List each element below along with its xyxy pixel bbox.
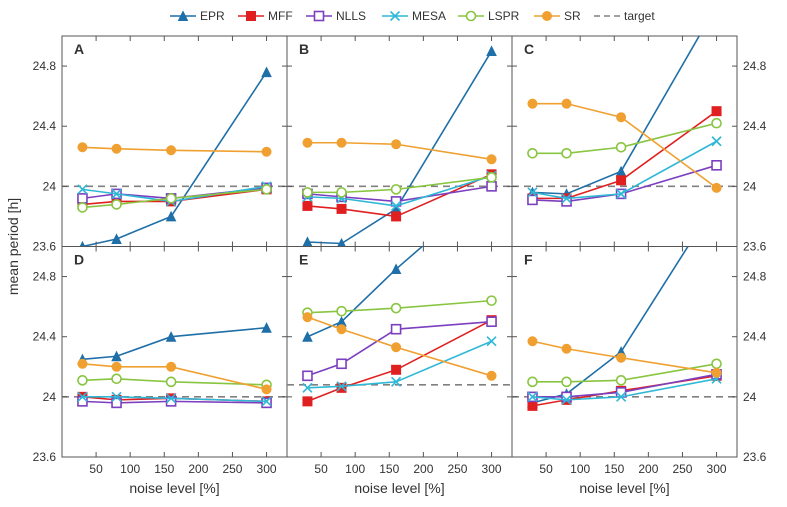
y-tick-label: 23.6 xyxy=(743,450,767,464)
x-tick-label: 250 xyxy=(672,462,692,476)
panel-label: C xyxy=(524,41,534,57)
panel-label: B xyxy=(299,41,309,57)
legend-label: target xyxy=(624,9,655,23)
panel-label: D xyxy=(74,252,84,268)
y-tick-label: 24 xyxy=(743,390,757,404)
x-axis-label: noise level [%] xyxy=(129,480,219,496)
legend-item: EPR xyxy=(170,9,225,23)
legend-label: LSPR xyxy=(488,9,520,23)
y-tick-label: 23.6 xyxy=(33,450,57,464)
x-tick-label: 250 xyxy=(447,462,467,476)
y-tick-label: 24.4 xyxy=(33,330,57,344)
panel: A 23.6 24 24.4 24.8 xyxy=(33,36,287,254)
y-tick-label: 23.6 xyxy=(743,240,767,254)
x-tick-label: 50 xyxy=(89,462,103,476)
series-line xyxy=(532,201,716,402)
legend-item: MFF xyxy=(238,9,293,23)
y-tick-label: 24.4 xyxy=(743,119,767,133)
x-tick-label: 150 xyxy=(604,462,624,476)
x-tick-label: 300 xyxy=(257,462,277,476)
y-tick-label: 24.8 xyxy=(743,270,767,284)
legend-item: LSPR xyxy=(458,9,520,23)
panel: D 23.6 24 24.4 24.8 50 100 150 200 250 300 noise le… xyxy=(33,247,287,497)
panel-label: F xyxy=(524,252,533,268)
x-tick-label: 250 xyxy=(222,462,242,476)
y-tick-label: 24.4 xyxy=(743,330,767,344)
panel-label: E xyxy=(299,252,308,268)
x-axis-label: noise level [%] xyxy=(579,480,669,496)
legend-label: MESA xyxy=(412,9,446,23)
y-axis-label: mean period [h] xyxy=(5,198,21,295)
x-tick-label: 300 xyxy=(482,462,502,476)
x-axis-label: noise level [%] xyxy=(354,480,444,496)
x-tick-label: 150 xyxy=(379,462,399,476)
y-tick-label: 24 xyxy=(43,179,57,193)
x-tick-label: 150 xyxy=(154,462,174,476)
x-tick-label: 50 xyxy=(539,462,553,476)
x-tick-label: 100 xyxy=(345,462,365,476)
y-tick-label: 24.8 xyxy=(33,59,57,73)
y-tick-label: 24.4 xyxy=(33,119,57,133)
x-tick-label: 300 xyxy=(707,462,727,476)
legend-label: MFF xyxy=(268,9,293,23)
x-tick-label: 50 xyxy=(314,462,328,476)
legend-item: MESA xyxy=(382,9,446,23)
legend-label: EPR xyxy=(200,9,225,23)
panel-label: A xyxy=(74,41,84,57)
x-tick-label: 200 xyxy=(413,462,433,476)
x-tick-label: 100 xyxy=(570,462,590,476)
panel: C 23.6 24 24.4 24.8 xyxy=(512,6,767,254)
x-tick-label: 100 xyxy=(120,462,140,476)
legend-item: SR xyxy=(534,9,581,23)
panel: B xyxy=(287,36,512,248)
x-tick-label: 200 xyxy=(188,462,208,476)
legend-label: SR xyxy=(564,9,581,23)
legend-item: NLLS xyxy=(306,9,366,23)
y-tick-label: 24.8 xyxy=(743,59,767,73)
legend-label: NLLS xyxy=(336,9,366,23)
series-line xyxy=(532,6,716,194)
panel: F 23.6 24 24.4 24.8 50 100 150 200 250 300 noise le… xyxy=(512,201,767,496)
x-tick-label: 200 xyxy=(638,462,658,476)
series-line xyxy=(82,328,266,360)
y-tick-label: 24.8 xyxy=(33,270,57,284)
legend-item: target xyxy=(594,9,655,23)
y-tick-label: 24 xyxy=(43,390,57,404)
panel: E 50 100 150 200 250 300 noise level [%] xyxy=(287,186,512,496)
y-tick-label: 24 xyxy=(743,179,757,193)
y-tick-label: 23.6 xyxy=(33,240,57,254)
